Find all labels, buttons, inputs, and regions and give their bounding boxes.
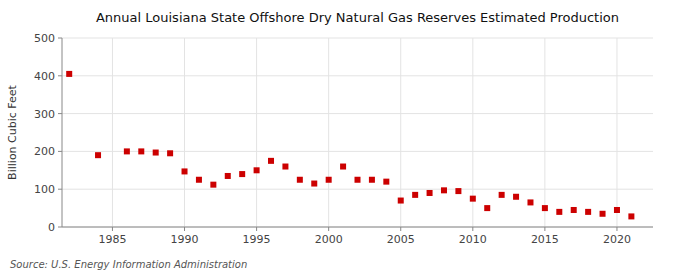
point <box>427 190 433 196</box>
grid <box>62 38 653 227</box>
y-tick-label: 500 <box>34 32 55 45</box>
y-tick <box>58 113 62 114</box>
x-tick <box>400 227 401 231</box>
point <box>225 173 231 179</box>
point <box>282 164 288 170</box>
x-tick-label: 2000 <box>315 233 343 246</box>
point <box>124 148 130 154</box>
y-tick <box>58 75 62 76</box>
x-tick-label: 2005 <box>387 233 415 246</box>
x-tick <box>328 227 329 231</box>
x-grid-line <box>256 38 257 227</box>
point <box>499 192 505 198</box>
point <box>441 187 447 193</box>
x-tick-label: 2015 <box>531 233 559 246</box>
x-tick <box>544 227 545 231</box>
point <box>614 207 620 213</box>
y-tick <box>58 151 62 152</box>
point <box>542 205 548 211</box>
y-tick-label: 0 <box>48 221 55 234</box>
point <box>95 152 101 158</box>
point <box>297 177 303 183</box>
point <box>556 209 562 215</box>
x-grid-line <box>184 38 185 227</box>
point <box>311 181 317 187</box>
point <box>254 167 260 173</box>
point <box>369 177 375 183</box>
point <box>527 199 533 205</box>
point <box>513 194 519 200</box>
point <box>210 182 216 188</box>
y-tick-label: 300 <box>34 108 55 121</box>
y-tick-label: 200 <box>34 145 55 158</box>
point <box>412 192 418 198</box>
y-tick-label: 100 <box>34 183 55 196</box>
axes: 1985 1990 1995 2000 2005 2010 2015 2020 0 100 200 3… <box>34 32 631 246</box>
point <box>455 188 461 194</box>
point <box>182 168 188 174</box>
y-tick-label: 400 <box>34 70 55 83</box>
y-grid-line <box>62 151 653 152</box>
point <box>66 71 72 77</box>
point <box>571 207 577 213</box>
point <box>268 158 274 164</box>
source-note: Source: U.S. Energy Information Administ… <box>10 259 247 270</box>
point <box>326 177 332 183</box>
point <box>167 150 173 156</box>
point <box>383 179 389 185</box>
x-tick <box>472 227 473 231</box>
point <box>470 196 476 202</box>
point <box>484 205 490 211</box>
y-tick <box>58 227 62 228</box>
point <box>585 209 591 215</box>
x-tick-label: 1995 <box>243 233 271 246</box>
x-tick-label: 2010 <box>459 233 487 246</box>
y-tick <box>58 38 62 39</box>
title: Annual Louisiana State Offshore Dry Natu… <box>96 10 619 25</box>
points <box>66 71 634 220</box>
x-tick-label: 1985 <box>98 233 126 246</box>
x-tick <box>112 227 113 231</box>
y-grid-line <box>62 75 653 76</box>
chart: 1985 1990 1995 2000 2005 2010 2015 2020 0 100 200 3… <box>0 0 675 275</box>
point <box>239 171 245 177</box>
x-axis-line <box>62 227 653 228</box>
point <box>398 198 404 204</box>
x-tick <box>184 227 185 231</box>
x-tick-label: 2020 <box>603 233 631 246</box>
y-grid-line <box>62 38 653 39</box>
x-grid-line <box>112 38 113 227</box>
y-axis-label: Billion Cubic Feet <box>6 84 19 179</box>
x-tick-label: 1990 <box>171 233 199 246</box>
y-grid-line <box>62 227 653 228</box>
x-tick <box>256 227 257 231</box>
point <box>628 213 634 219</box>
x-tick <box>616 227 617 231</box>
point <box>355 177 361 183</box>
x-grid-line <box>544 38 545 227</box>
point <box>153 150 159 156</box>
y-tick <box>58 189 62 190</box>
y-axis-line <box>62 38 63 227</box>
point <box>196 177 202 183</box>
x-grid-line <box>616 38 617 227</box>
point <box>340 164 346 170</box>
x-grid-line <box>328 38 329 227</box>
chart-container: 1985 1990 1995 2000 2005 2010 2015 2020 0 100 200 3… <box>0 0 675 275</box>
y-grid-line <box>62 113 653 114</box>
y-grid-line <box>62 189 653 190</box>
point <box>138 148 144 154</box>
point <box>600 211 606 217</box>
